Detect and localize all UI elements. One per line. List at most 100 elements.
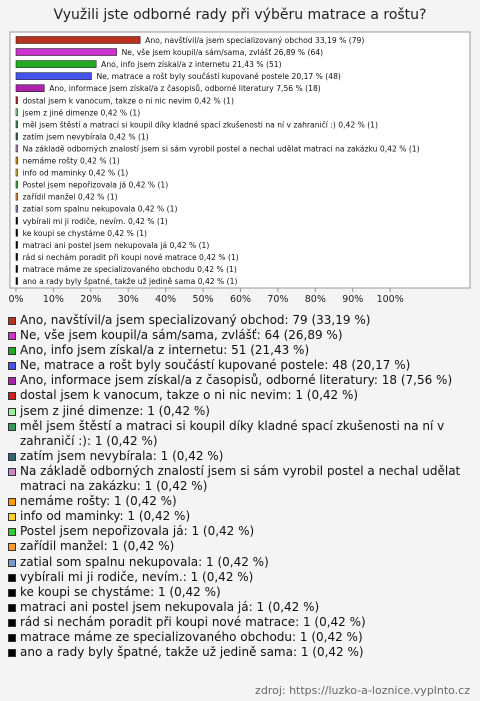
x-tick-label: 0% <box>8 294 23 305</box>
bar-label: Ne, matrace a rošt byly součástí kupovan… <box>96 72 340 81</box>
bar <box>15 216 18 225</box>
bar-label: Na základě odborných znalostí jsem si sá… <box>23 144 420 153</box>
legend-marker <box>8 392 16 401</box>
legend-label: ano a rady byly špatné, takže už jedině … <box>20 645 364 660</box>
legend-label: Ano, informace jsem získal/a z časopisů,… <box>20 373 453 388</box>
bar <box>15 36 141 44</box>
bar-label: matraci ani postel jsem nekupovala já 0,… <box>23 241 210 250</box>
legend-item: ano a rady byly špatné, takže už jedině … <box>8 645 470 660</box>
bar <box>15 84 45 92</box>
legend-item: rád si nechám poradit při koupi nové mat… <box>8 615 470 630</box>
legend-label: zařídil manžel: 1 (0,42 %) <box>20 539 175 554</box>
legend-marker <box>8 422 16 431</box>
legend-label: zatial som spalnu nekupovala: 1 (0,42 %) <box>20 554 269 569</box>
bar-label: Ano, info jsem získal/a z internetu 21,4… <box>101 60 281 69</box>
x-tick-label: 20% <box>80 294 101 305</box>
bar <box>15 144 18 153</box>
bar-label: jsem z jiné dimenze 0,42 % (1) <box>22 108 141 117</box>
bar <box>15 108 18 117</box>
legend-marker <box>8 332 16 341</box>
legend-marker <box>8 543 16 552</box>
bar-label: Ano, informace jsem získal/a z časopisů,… <box>49 84 320 93</box>
legend-label: Ano, navštívil/a jsem specializovaný obc… <box>20 313 371 327</box>
legend-item: dostal jsem k vanocum, takze o ni nic ne… <box>8 388 470 403</box>
x-tick-label: 30% <box>118 294 139 305</box>
legend-label: dostal jsem k vanocum, takze o ni nic ne… <box>20 388 359 403</box>
legend: Ano, navštívil/a jsem specializovaný obc… <box>8 313 470 660</box>
legend-label: Ne, matrace a rošt byly součástí kupovan… <box>20 358 411 373</box>
legend-label: zatím jsem nevybírala: 1 (0,42 %) <box>20 448 224 463</box>
x-tick-label: 80% <box>305 294 326 305</box>
legend-marker <box>8 498 16 507</box>
legend-marker <box>8 573 16 582</box>
bar <box>15 168 18 177</box>
bar <box>15 204 18 213</box>
legend-item: Ano, navštívil/a jsem specializovaný obc… <box>8 313 470 328</box>
legend-marker <box>8 467 16 476</box>
source: zdroj: https://luzko-a-loznice.vyplnto.c… <box>255 684 470 697</box>
bar-label: info od maminky 0,42 % (1) <box>23 169 129 178</box>
legend-marker <box>8 407 16 416</box>
bar-label: měl jsem štěstí a matraci si koupil díky… <box>23 120 378 129</box>
legend-label: vybírali mi ji rodiče, nevím.: 1 (0,42 %… <box>20 569 254 584</box>
legend-item: zatím jsem nevybírala: 1 (0,42 %) <box>8 449 470 464</box>
bar-label: rád si nechám poradit při koupi nové mat… <box>23 253 239 262</box>
legend-marker <box>8 618 16 627</box>
x-tick-label: 70% <box>267 294 288 305</box>
legend-marker <box>8 377 16 386</box>
bar-label: matrace máme ze specializovaného obchodu… <box>23 265 237 274</box>
legend-marker <box>8 347 16 356</box>
legend-label: matrace máme ze specializovaného obchodu… <box>20 629 363 644</box>
bar <box>15 156 18 165</box>
legend-marker <box>8 649 16 658</box>
x-tick-label: 60% <box>230 294 251 305</box>
bar <box>15 48 117 56</box>
bar-label: zařídil manžel 0,42 % (1) <box>23 193 118 202</box>
bar-label: zatím jsem nevybírala 0,42 % (1) <box>23 132 149 141</box>
legend-item: nemáme rošty: 1 (0,42 %) <box>8 494 470 509</box>
x-tick-label: 40% <box>155 294 176 305</box>
bar <box>15 229 18 237</box>
bar-label: nemáme rošty 0,42 % (1) <box>23 157 120 166</box>
legend-item: jsem z jiné dimenze: 1 (0,42 %) <box>8 404 470 419</box>
legend-item: Postel jsem nepořizovala já: 1 (0,42 %) <box>8 524 470 539</box>
x-tick-label: 10% <box>43 294 64 305</box>
bar <box>15 96 18 105</box>
legend-marker <box>8 317 16 325</box>
legend-label: info od maminky: 1 (0,42 %) <box>20 509 191 524</box>
legend-item: info od maminky: 1 (0,42 %) <box>8 509 470 524</box>
bar <box>15 132 18 141</box>
legend-item: Ano, informace jsem získal/a z časopisů,… <box>8 373 470 388</box>
bar-label: vybírali mi ji rodiče, nevím. 0,42 % (1) <box>23 217 168 226</box>
bar <box>15 60 97 68</box>
legend-label: Na základě odborných znalostí jsem si sá… <box>20 463 461 494</box>
bar <box>15 192 18 201</box>
legend-marker <box>8 558 16 567</box>
legend-marker <box>8 603 16 612</box>
legend-item: ke koupi se chystáme: 1 (0,42 %) <box>8 585 470 600</box>
legend-item: Ano, info jsem získal/a z internetu: 51 … <box>8 343 470 358</box>
bar <box>15 277 18 285</box>
legend-label: matraci ani postel jsem nekupovala já: 1… <box>20 599 320 614</box>
legend-marker <box>8 513 16 522</box>
bar-label: Ne, vše jsem koupil/a sám/sama, zvlášť 2… <box>122 48 324 57</box>
bar-label: Postel jsem nepořizovala já 0,42 % (1) <box>23 181 169 190</box>
legend-label: nemáme rošty: 1 (0,42 %) <box>20 494 177 509</box>
x-tick-label: 90% <box>342 294 363 305</box>
legend-label: Ano, info jsem získal/a z internetu: 51 … <box>20 343 310 358</box>
legend-item: matraci ani postel jsem nekupovala já: 1… <box>8 600 470 615</box>
legend-label: ke koupi se chystáme: 1 (0,42 %) <box>20 584 221 599</box>
bar-label: dostal jsem k vanocum, takze o ni nic ne… <box>23 96 234 105</box>
bar <box>15 241 18 249</box>
legend-marker <box>8 528 16 537</box>
legend-item: matrace máme ze specializovaného obchodu… <box>8 630 470 645</box>
legend-marker <box>8 362 16 371</box>
bar-label: ke koupi se chystáme 0,42 % (1) <box>23 229 147 238</box>
legend-marker <box>8 452 16 461</box>
legend-item: Ne, matrace a rošt byly součástí kupovan… <box>8 358 470 373</box>
legend-item: zatial som spalnu nekupovala: 1 (0,42 %) <box>8 555 470 570</box>
bar-label: zatial som spalnu nekupovala 0,42 % (1) <box>23 205 178 214</box>
bar <box>15 120 18 129</box>
legend-label: jsem z jiné dimenze: 1 (0,42 %) <box>20 403 210 418</box>
